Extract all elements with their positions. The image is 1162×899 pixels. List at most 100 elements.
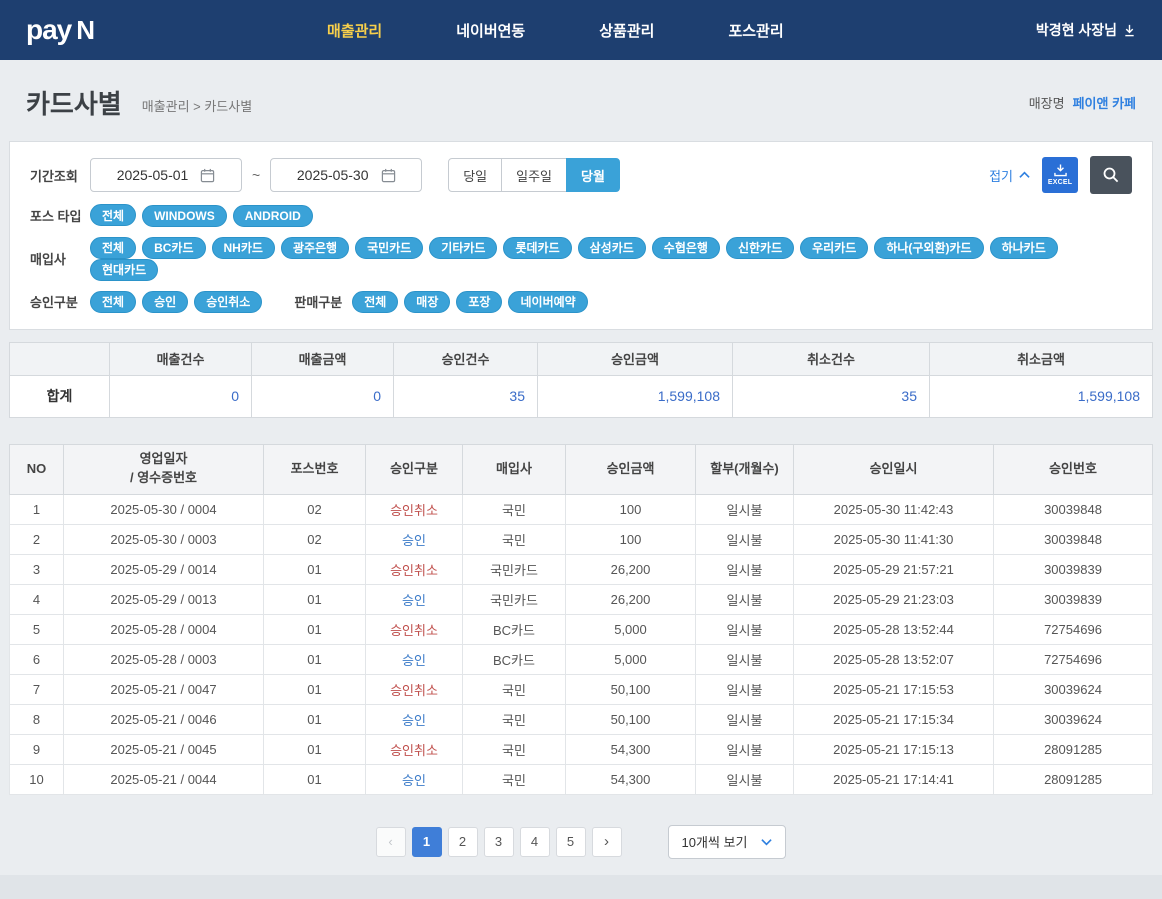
summary-value: 1,599,108 <box>537 374 733 418</box>
acquirer-pill-2[interactable]: NH카드 <box>211 236 275 259</box>
cell-date-receipt: 2025-05-21 / 0044 <box>63 763 264 795</box>
cell-no: 6 <box>9 643 64 675</box>
pagination-next-button[interactable]: › <box>591 826 622 857</box>
nav-item-2[interactable]: 상품관리 <box>599 22 655 40</box>
footer-strip <box>0 874 1162 899</box>
cell-installment: 일시불 <box>695 493 794 525</box>
sale-type-pill-1[interactable]: 매장 <box>404 290 451 313</box>
table-row: 3 2025-05-29 / 0014 01 승인취소 국민카드 26,200 일시불 202… <box>9 553 1153 585</box>
page-title: 카드사별 <box>26 89 122 119</box>
period-filter-row: 기간조회 2025-05-01 ~ 2025-05-30 당일 일주일 당월 접기 … <box>30 156 1132 194</box>
cell-date-receipt: 2025-05-29 / 0013 <box>63 583 264 615</box>
sale-type-pill-3[interactable]: 네이버예약 <box>508 290 588 313</box>
cell-no: 7 <box>9 673 64 705</box>
cell-date-receipt: 2025-05-30 / 0003 <box>63 523 264 555</box>
cell-installment: 일시불 <box>695 553 794 585</box>
approval-type-pill-0[interactable]: 전체 <box>90 290 137 313</box>
summary-column-header: 승인건수 <box>393 341 538 376</box>
nav-item-1[interactable]: 네이버연동 <box>456 22 526 40</box>
cell-amount: 5,000 <box>565 613 696 645</box>
table-row: 10 2025-05-21 / 0044 01 승인 국민 54,300 일시불 2025-0… <box>9 763 1153 795</box>
cell-date-receipt: 2025-05-21 / 0046 <box>63 703 264 735</box>
acquirer-pill-3[interactable]: 광주은행 <box>280 236 350 259</box>
cell-approval-datetime: 2025-05-30 11:42:43 <box>793 493 994 525</box>
summary-value: 1,599,108 <box>929 374 1153 418</box>
date-from-input[interactable]: 2025-05-01 <box>90 158 242 192</box>
cell-approval-type: 승인 <box>365 763 463 795</box>
acquirer-pill-6[interactable]: 롯데카드 <box>503 236 572 259</box>
pos-type-pills: 전체 WINDOWS ANDROID <box>90 204 319 227</box>
date-to-value: 2025-05-30 <box>296 167 369 183</box>
acquirer-pill-5[interactable]: 기타카드 <box>429 236 498 259</box>
user-menu[interactable]: 박경현 사장님 <box>1036 20 1136 40</box>
approval-type-pill-1[interactable]: 승인 <box>142 290 189 313</box>
acquirer-pill-4[interactable]: 국민카드 <box>355 236 424 259</box>
acquirer-pill-9[interactable]: 신한카드 <box>725 236 795 259</box>
acquirer-pill-7[interactable]: 삼성카드 <box>577 236 646 259</box>
acquirer-pill-10[interactable]: 우리카드 <box>800 236 869 259</box>
pos-type-pill-1[interactable]: WINDOWS <box>142 204 227 227</box>
chevron-up-icon <box>1019 171 1030 178</box>
cell-no: 3 <box>9 553 64 585</box>
cell-approval-datetime: 2025-05-21 17:14:41 <box>793 763 994 795</box>
pos-type-filter-row: 포스 타입 전체 WINDOWS ANDROID <box>30 204 1132 227</box>
table-row: 5 2025-05-28 / 0004 01 승인취소 BC카드 5,000 일시불 2025… <box>9 613 1153 645</box>
summary-value: 0 <box>109 374 252 418</box>
quick-period-button-2[interactable]: 당월 <box>566 158 620 192</box>
store-name-link[interactable]: 페이앤 카페 <box>1072 96 1136 111</box>
cell-approval-datetime: 2025-05-28 13:52:44 <box>793 613 994 645</box>
acquirer-pill-8[interactable]: 수협은행 <box>651 236 720 259</box>
pagination-page-4[interactable]: 4 <box>519 826 550 857</box>
collapse-link[interactable]: 접기 <box>989 166 1030 185</box>
acquirer-label: 매입사 <box>30 252 66 267</box>
search-icon <box>1103 167 1119 183</box>
table-row: 6 2025-05-28 / 0003 01 승인 BC카드 5,000 일시불 2025-0… <box>9 643 1153 675</box>
excel-button[interactable]: EXCEL <box>1042 157 1078 193</box>
cell-approval-type: 승인취소 <box>365 733 463 765</box>
date-to-input[interactable]: 2025-05-30 <box>270 158 423 192</box>
cell-installment: 일시불 <box>695 643 794 675</box>
cell-installment: 일시불 <box>695 523 794 555</box>
quick-period-button-1[interactable]: 일주일 <box>501 158 567 192</box>
column-header: 포스번호 <box>263 443 366 495</box>
search-button[interactable] <box>1090 156 1132 194</box>
app-logo[interactable]: pay N <box>26 14 95 46</box>
pagination-prev-button[interactable]: ‹ <box>375 826 406 857</box>
table-row: 8 2025-05-21 / 0046 01 승인 국민 50,100 일시불 2025-05… <box>9 703 1153 735</box>
cell-approval-datetime: 2025-05-28 13:52:07 <box>793 643 994 675</box>
quick-period-button-0[interactable]: 당일 <box>448 158 503 192</box>
cell-installment: 일시불 <box>695 733 794 765</box>
pagination-page-5[interactable]: 5 <box>555 826 586 857</box>
summary-header-row: 매출건수 매출금액 승인건수 승인금액 취소건수 취소금액 <box>9 341 1153 376</box>
cell-approval-no: 72754696 <box>993 643 1153 675</box>
cell-approval-no: 30039839 <box>993 553 1153 585</box>
sale-type-pill-0[interactable]: 전체 <box>352 290 399 313</box>
acquirer-pill-0[interactable]: 전체 <box>90 236 137 259</box>
table-row: 1 2025-05-30 / 0004 02 승인취소 국민 100 일시불 2025-05-… <box>9 493 1153 525</box>
cell-pos-no: 01 <box>263 733 366 765</box>
pos-type-pill-2[interactable]: ANDROID <box>232 204 313 227</box>
approval-type-pill-2[interactable]: 승인취소 <box>194 290 263 313</box>
sale-type-pill-2[interactable]: 포장 <box>456 290 503 313</box>
cell-pos-no: 02 <box>263 523 366 555</box>
page-size-select[interactable]: 10개씩 보기 <box>667 824 787 859</box>
cell-acquirer: 국민카드 <box>462 583 566 615</box>
pagination-page-1[interactable]: 1 <box>411 826 442 857</box>
pos-type-pill-0[interactable]: 전체 <box>90 204 137 226</box>
nav-item-3[interactable]: 포스관리 <box>728 22 784 40</box>
acquirer-pill-1[interactable]: BC카드 <box>142 236 206 259</box>
summary-value-row: 합계 0 0 35 1,599,108 35 1,599,108 <box>9 374 1153 418</box>
acquirer-pill-12[interactable]: 하나카드 <box>989 236 1058 259</box>
pagination-page-2[interactable]: 2 <box>447 826 478 857</box>
cell-approval-type: 승인 <box>365 643 463 675</box>
acquirer-pill-11[interactable]: 하나(구외환)카드 <box>874 236 984 259</box>
cell-acquirer: BC카드 <box>462 643 566 675</box>
sales-table-body: 1 2025-05-30 / 0004 02 승인취소 국민 100 일시불 2025-05-… <box>9 493 1153 795</box>
cell-amount: 5,000 <box>565 643 696 675</box>
cell-amount: 50,100 <box>565 673 696 705</box>
pagination-page-3[interactable]: 3 <box>483 826 514 857</box>
acquirer-pill-13[interactable]: 현대카드 <box>90 258 159 281</box>
sale-pills: 전체 매장 포장 네이버예약 <box>352 290 593 313</box>
cell-approval-no: 30039624 <box>993 673 1153 705</box>
nav-item-0[interactable]: 매출관리 <box>327 22 383 40</box>
